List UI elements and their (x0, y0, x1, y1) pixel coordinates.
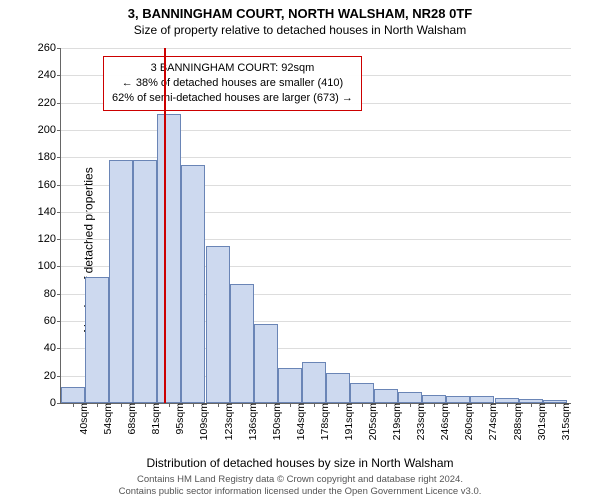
gridline-h (61, 157, 571, 158)
gridline-h (61, 48, 571, 49)
annotation-line: ← 38% of detached houses are smaller (41… (112, 76, 353, 91)
chart-footer: Contains HM Land Registry data © Crown c… (119, 474, 482, 497)
annotation-box: 3 BANNINGHAM COURT: 92sqm← 38% of detach… (103, 56, 362, 111)
y-tick-mark (57, 348, 61, 349)
plot-area: 40sqm54sqm68sqm81sqm95sqm109sqm123sqm136… (60, 48, 571, 404)
histogram-bar (109, 160, 133, 403)
x-tick-mark (266, 403, 267, 407)
histogram-bar (350, 383, 374, 403)
y-tick-label: 200 (16, 124, 56, 136)
y-tick-label: 80 (16, 288, 56, 300)
chart-container: 3, BANNINGHAM COURT, NORTH WALSHAM, NR28… (0, 0, 600, 500)
x-tick-label: 315sqm (557, 403, 572, 451)
x-tick-label: 301sqm (533, 403, 548, 451)
y-tick-label: 120 (16, 233, 56, 245)
histogram-bar (133, 160, 157, 403)
y-tick-mark (57, 48, 61, 49)
histogram-bar (85, 277, 109, 403)
histogram-bar (61, 387, 85, 403)
y-tick-label: 20 (16, 370, 56, 382)
x-tick-mark (314, 403, 315, 407)
histogram-bar (302, 362, 326, 403)
footer-line-2: Contains public sector information licen… (119, 486, 482, 497)
x-tick-label: 246sqm (436, 403, 451, 451)
x-tick-label: 95sqm (171, 403, 186, 451)
x-tick-label: 40sqm (75, 403, 90, 451)
y-tick-label: 180 (16, 151, 56, 163)
x-tick-label: 288sqm (509, 403, 524, 451)
y-tick-mark (57, 75, 61, 76)
x-tick-label: 205sqm (364, 403, 379, 451)
y-tick-label: 220 (16, 97, 56, 109)
x-tick-label: 81sqm (147, 403, 162, 451)
y-tick-mark (57, 130, 61, 131)
histogram-bar (206, 246, 230, 403)
x-tick-label: 233sqm (412, 403, 427, 451)
y-tick-mark (57, 157, 61, 158)
y-tick-label: 40 (16, 342, 56, 354)
x-tick-mark (386, 403, 387, 407)
y-tick-mark (57, 294, 61, 295)
x-tick-label: 136sqm (244, 403, 259, 451)
x-tick-mark (555, 403, 556, 407)
y-tick-mark (57, 266, 61, 267)
chart-title-primary: 3, BANNINGHAM COURT, NORTH WALSHAM, NR28… (0, 0, 600, 21)
chart-title-secondary: Size of property relative to detached ho… (0, 21, 600, 37)
histogram-bar (374, 389, 398, 403)
y-tick-mark (57, 103, 61, 104)
y-tick-mark (57, 321, 61, 322)
x-tick-label: 54sqm (99, 403, 114, 451)
histogram-bar (157, 114, 181, 403)
histogram-bar (254, 324, 278, 403)
y-tick-mark (57, 212, 61, 213)
y-tick-mark (57, 376, 61, 377)
x-tick-mark (73, 403, 74, 407)
histogram-bar (470, 396, 494, 403)
x-axis-label: Distribution of detached houses by size … (146, 456, 453, 470)
y-tick-mark (57, 403, 61, 404)
annotation-line: 62% of semi-detached houses are larger (… (112, 91, 353, 106)
histogram-bar (398, 392, 422, 403)
histogram-bar (181, 165, 205, 403)
x-tick-mark (242, 403, 243, 407)
x-tick-label: 219sqm (388, 403, 403, 451)
y-tick-label: 0 (16, 397, 56, 409)
y-tick-mark (57, 239, 61, 240)
y-tick-label: 100 (16, 260, 56, 272)
gridline-h (61, 130, 571, 131)
x-tick-label: 109sqm (195, 403, 210, 451)
x-tick-mark (507, 403, 508, 407)
footer-line-1: Contains HM Land Registry data © Crown c… (119, 474, 482, 485)
y-tick-label: 160 (16, 179, 56, 191)
histogram-bar (278, 368, 302, 404)
annotation-line: 3 BANNINGHAM COURT: 92sqm (112, 61, 353, 76)
x-tick-mark (290, 403, 291, 407)
x-tick-label: 164sqm (292, 403, 307, 451)
y-tick-label: 140 (16, 206, 56, 218)
x-tick-mark (218, 403, 219, 407)
y-tick-label: 260 (16, 42, 56, 54)
x-tick-label: 150sqm (268, 403, 283, 451)
x-tick-label: 123sqm (220, 403, 235, 451)
y-tick-label: 60 (16, 315, 56, 327)
x-tick-mark (362, 403, 363, 407)
histogram-bar (422, 395, 446, 403)
histogram-bar (446, 396, 470, 403)
x-tick-label: 178sqm (316, 403, 331, 451)
marker-line (164, 48, 166, 403)
x-tick-mark (531, 403, 532, 407)
x-tick-label: 260sqm (460, 403, 475, 451)
x-tick-label: 191sqm (340, 403, 355, 451)
y-tick-label: 240 (16, 69, 56, 81)
x-tick-mark (97, 403, 98, 407)
x-tick-mark (338, 403, 339, 407)
x-tick-label: 68sqm (123, 403, 138, 451)
x-tick-label: 274sqm (484, 403, 499, 451)
histogram-bar (326, 373, 350, 403)
histogram-bar (230, 284, 254, 403)
y-tick-mark (57, 185, 61, 186)
